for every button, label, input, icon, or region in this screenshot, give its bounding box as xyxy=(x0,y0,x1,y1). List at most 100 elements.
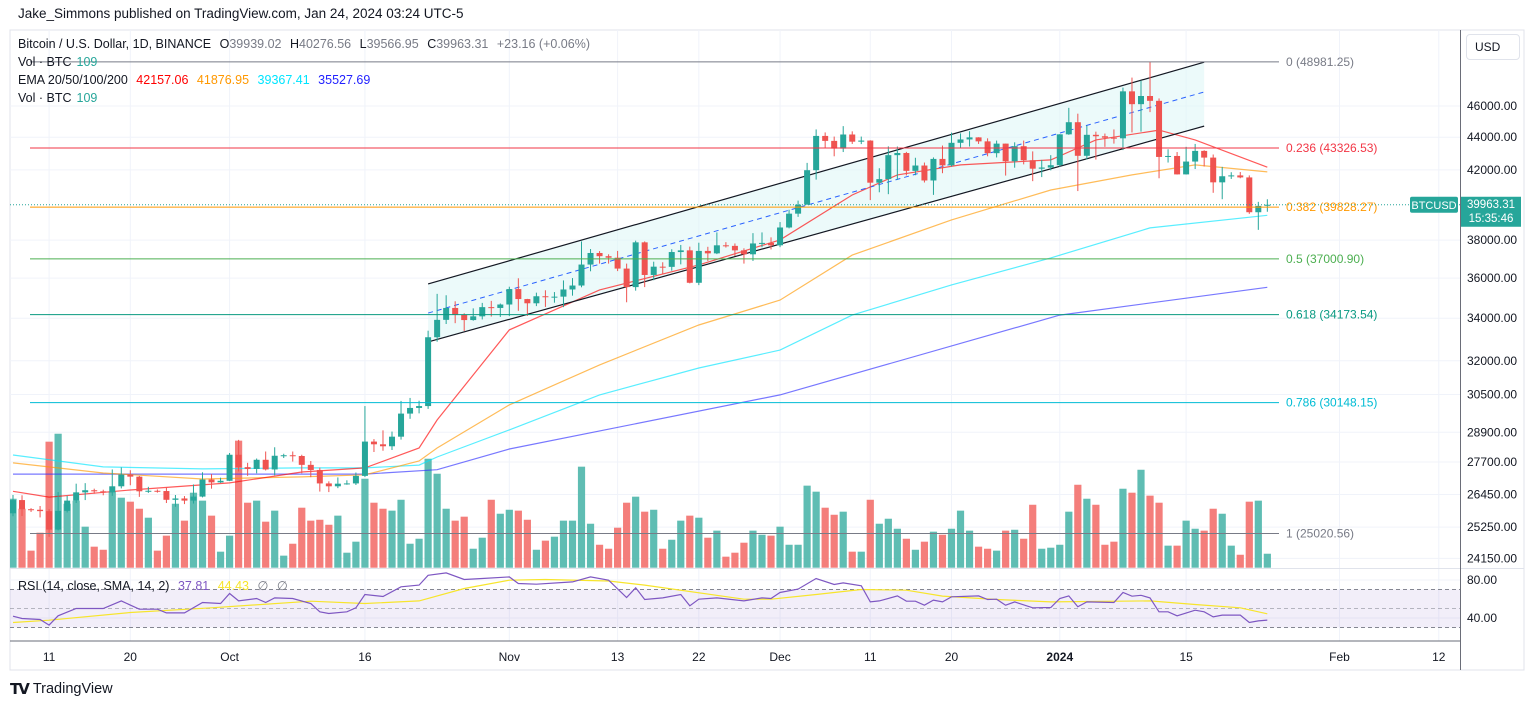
high-label: H xyxy=(289,37,299,51)
candle xyxy=(668,249,675,271)
candle xyxy=(461,313,468,331)
volume-bar xyxy=(36,532,44,568)
candle xyxy=(217,477,224,483)
time-tick-label: 13 xyxy=(611,650,625,664)
price-tick-label: 26450.00 xyxy=(1467,487,1517,501)
candle-body xyxy=(1237,175,1244,178)
candle xyxy=(352,472,359,485)
candle xyxy=(659,262,666,275)
candle-body xyxy=(831,140,838,149)
candle-body xyxy=(858,140,865,142)
volume-bar xyxy=(1110,541,1118,568)
volume-bar xyxy=(451,520,459,568)
volume-bar xyxy=(776,526,784,568)
volume-bar xyxy=(911,549,919,568)
fib-level-label: 0.382 (39828.27) xyxy=(1286,200,1377,214)
volume-bar xyxy=(812,491,820,568)
candle-body xyxy=(894,153,901,156)
candle xyxy=(867,140,874,201)
candle xyxy=(208,474,215,489)
price-axis[interactable]: 46000.00 44000.00 42000.00 38000.00 36000.00… xyxy=(1467,99,1517,625)
candle xyxy=(1038,159,1045,178)
volume-bar xyxy=(1002,530,1010,568)
candle xyxy=(73,483,80,504)
rsi-na-2: ∅ xyxy=(276,579,288,593)
time-tick-label: 20 xyxy=(945,650,959,664)
candle-body xyxy=(1101,136,1108,138)
rsi-ma-value: 44.43 xyxy=(217,579,249,593)
candle-body xyxy=(542,296,549,298)
price-tick-label: 44000.00 xyxy=(1467,130,1517,144)
candle xyxy=(1255,201,1262,230)
candle-body xyxy=(1074,122,1081,156)
candle xyxy=(1047,155,1054,171)
candle-body xyxy=(1047,165,1054,168)
last-price-label: 39963.31 xyxy=(1467,199,1515,211)
candle-body xyxy=(1219,176,1226,183)
volume-bar xyxy=(505,509,513,568)
time-tick-label: Dec xyxy=(769,650,790,664)
volume-bar xyxy=(415,538,423,568)
ema50-value: 41876.95 xyxy=(196,73,250,87)
symbol-tag-box xyxy=(1410,196,1458,213)
volume-bar xyxy=(298,507,306,568)
volume-bar xyxy=(614,527,622,568)
candle xyxy=(244,462,251,476)
candle xyxy=(804,162,811,205)
candle-body xyxy=(506,289,513,305)
candle-body xyxy=(1156,100,1163,157)
candle-body xyxy=(91,490,98,492)
open-label: O xyxy=(219,37,230,51)
rsi-ma-line xyxy=(12,578,1268,624)
candle xyxy=(813,129,820,180)
candle xyxy=(488,300,495,317)
volume-bar xyxy=(207,515,216,568)
volume-legend-2[interactable]: Vol · BTC 109 xyxy=(18,91,102,105)
time-axis[interactable]: 11 20 Oct 16 Nov 13 22 Dec 11 20 2024 15 Feb 12 xyxy=(43,650,1446,664)
volume-bar xyxy=(1092,504,1100,568)
candle xyxy=(849,131,856,144)
volume-bar xyxy=(830,514,838,568)
volume-bar xyxy=(289,543,297,568)
fib-retracement[interactable]: 0 (48981.25) 0.236 (43326.53) 0.382 (39828… xyxy=(30,55,1377,541)
currency-button[interactable]: USD xyxy=(1466,34,1520,60)
candle-body xyxy=(64,500,71,511)
candle xyxy=(379,430,386,451)
volume-bar xyxy=(424,458,432,568)
candle-body xyxy=(271,455,278,470)
candle-body xyxy=(659,266,666,268)
volume-bar xyxy=(1101,544,1109,568)
candle-body xyxy=(10,500,16,514)
volume-bar xyxy=(595,544,604,568)
last-price-marker: BTCUSD 39963.31 15:35:46 xyxy=(10,196,1521,227)
candle xyxy=(975,137,982,144)
candle xyxy=(686,246,693,284)
candle-body xyxy=(262,459,269,470)
volume-bar xyxy=(632,496,640,568)
channel-fill xyxy=(428,62,1205,342)
rsi-pane[interactable] xyxy=(10,572,1460,628)
volume-bar xyxy=(1200,530,1208,568)
volume-value: 109 xyxy=(76,55,98,69)
symbol-title[interactable]: Bitcoin / U.S. Dollar, 1D, BINANCE xyxy=(18,37,212,51)
ema-legend[interactable]: EMA 20/50/100/200 42157.06 41876.95 3936… xyxy=(18,73,375,87)
candle xyxy=(596,251,603,264)
volume-bar xyxy=(1218,513,1226,568)
candle-body xyxy=(244,467,251,469)
price-pane[interactable] xyxy=(9,61,1271,568)
candle-body xyxy=(515,289,522,300)
symbol-legend[interactable]: Bitcoin / U.S. Dollar, 1D, BINANCE O3993… xyxy=(18,37,595,51)
candle xyxy=(316,467,323,492)
candle xyxy=(1119,87,1126,151)
volume-bar xyxy=(641,511,649,568)
volume-bar xyxy=(749,530,757,568)
candle-body xyxy=(668,252,675,267)
footer-brand[interactable]: TV TradingView xyxy=(10,680,113,698)
volume-bar xyxy=(514,510,522,568)
volume-legend[interactable]: Vol · BTC 109 xyxy=(18,55,102,69)
rsi-legend[interactable]: RSI (14, close, SMA, 14, 2) 37.81 44.43 … xyxy=(18,578,293,593)
rsi-na-1: ∅ xyxy=(257,579,269,593)
price-tick-label: 24150.00 xyxy=(1467,551,1517,565)
candle-body xyxy=(957,139,964,143)
